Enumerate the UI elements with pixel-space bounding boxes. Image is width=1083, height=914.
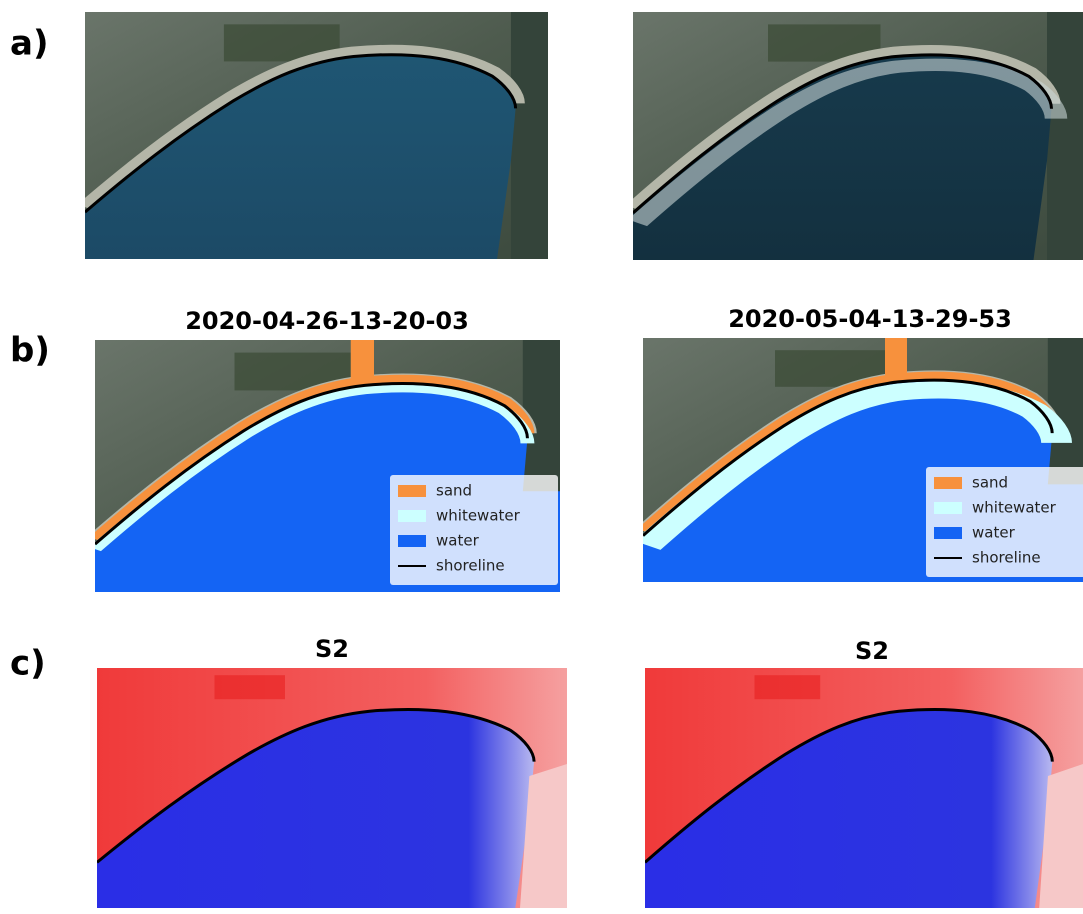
legend-swatch xyxy=(934,527,962,539)
legend-label: shoreline xyxy=(436,557,505,575)
panel-label: a) xyxy=(10,24,48,64)
panel-label: c) xyxy=(10,644,46,684)
legend-label: sand xyxy=(436,482,472,500)
sand-class xyxy=(885,338,907,382)
image-title: S2 xyxy=(855,637,889,665)
land-patch xyxy=(755,675,821,699)
land-patch xyxy=(215,675,286,699)
image-title: 2020-04-26-13-20-03 xyxy=(185,307,469,335)
image-title: 2020-05-04-13-29-53 xyxy=(728,305,1012,333)
legend-swatch xyxy=(934,477,962,489)
legend-label: sand xyxy=(972,474,1008,492)
sand-class xyxy=(351,340,374,385)
image-title: S2 xyxy=(315,635,349,663)
satellite-image xyxy=(85,12,548,259)
satellite-image xyxy=(645,668,1083,908)
figure: a) b) c) 2020-04-26-13-20-03 2020-05-04-… xyxy=(0,0,1083,910)
legend-swatch xyxy=(934,502,962,514)
field xyxy=(1047,12,1083,260)
legend-label: water xyxy=(972,524,1016,542)
satellite-image xyxy=(97,668,567,908)
legend-swatch xyxy=(398,535,426,547)
satellite-image xyxy=(633,12,1083,260)
legend-label: whitewater xyxy=(972,499,1057,517)
legend-label: water xyxy=(436,532,480,550)
legend-swatch xyxy=(398,485,426,497)
panel-label: b) xyxy=(10,331,50,371)
legend-label: whitewater xyxy=(436,507,521,525)
legend-swatch xyxy=(398,510,426,522)
field xyxy=(511,12,548,259)
legend-label: shoreline xyxy=(972,549,1041,567)
